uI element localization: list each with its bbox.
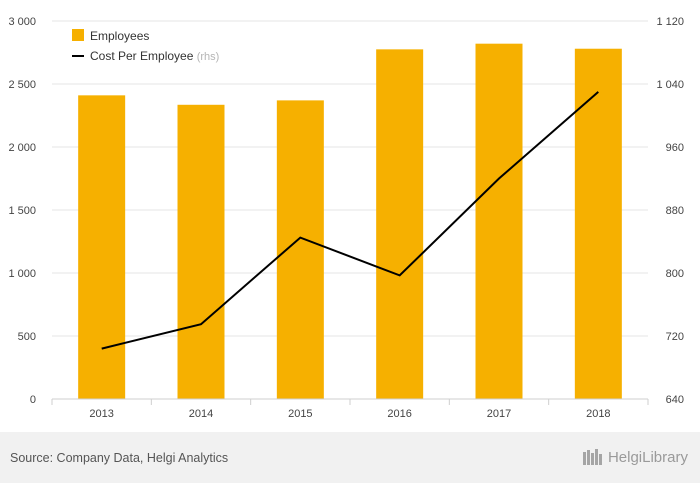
legend: Employees Cost Per Employee (rhs)	[72, 29, 219, 63]
left-tick-label: 500	[18, 331, 36, 343]
brand-name: HelgiLibrary	[607, 448, 688, 466]
x-tick-label: 2016	[387, 408, 411, 420]
legend-swatch-employees	[72, 29, 84, 41]
legend-label-cost-per-employee: Cost Per Employee (rhs)	[90, 49, 219, 63]
left-tick-label: 1 500	[8, 205, 36, 217]
right-tick-label: 960	[666, 142, 684, 154]
bar-employees-2013	[78, 95, 126, 399]
gridlines	[52, 20, 648, 337]
chart: 2013 2014 2015 2016 2017 2018 0 500 1 000 1 500 2…	[8, 16, 684, 420]
left-tick-label: 3 000	[8, 16, 36, 28]
x-tick-label: 2018	[586, 408, 610, 420]
right-tick-label: 1 040	[656, 79, 684, 91]
left-tick-label: 1 000	[8, 268, 36, 280]
x-tick-label: 2017	[487, 408, 511, 420]
right-tick-label: 640	[666, 394, 684, 406]
right-tick-label: 1 120	[656, 16, 684, 28]
right-tick-label: 720	[666, 331, 684, 343]
bar-employees-2014	[177, 104, 225, 399]
bar-employees-2015	[276, 100, 324, 399]
right-tick-label: 800	[666, 268, 684, 280]
brand-logo[interactable]: HelgiLibrary	[582, 448, 688, 466]
right-tick-label: 880	[666, 205, 684, 217]
line-series-cost-per-employee	[101, 91, 599, 350]
bar-employees-2017	[475, 43, 523, 400]
legend-label-employees: Employees	[90, 29, 149, 43]
footer: Source: Company Data, Helgi Analytics He…	[0, 432, 700, 483]
x-tick-label: 2015	[288, 408, 312, 420]
left-tick-label: 0	[30, 394, 36, 406]
x-tick-label: 2014	[189, 408, 213, 420]
x-tick-label: 2013	[89, 408, 113, 420]
left-tick-label: 2 500	[8, 79, 36, 91]
legend-note-rhs: (rhs)	[197, 51, 220, 63]
library-icon	[582, 449, 602, 465]
bar-employees-2016	[376, 49, 424, 399]
left-tick-label: 2 000	[8, 142, 36, 154]
left-y-axis: 0 500 1 000 1 500 2 000 2 500 3 000	[8, 16, 36, 406]
right-y-axis: 640 720 800 880 960 1 040 1 120	[656, 16, 684, 406]
source-note: Source: Company Data, Helgi Analytics	[10, 451, 229, 465]
bar-series-employees	[78, 43, 622, 400]
x-axis-ticks: 2013 2014 2015 2016 2017 2018	[51, 399, 649, 420]
bar-employees-2018	[574, 48, 622, 399]
